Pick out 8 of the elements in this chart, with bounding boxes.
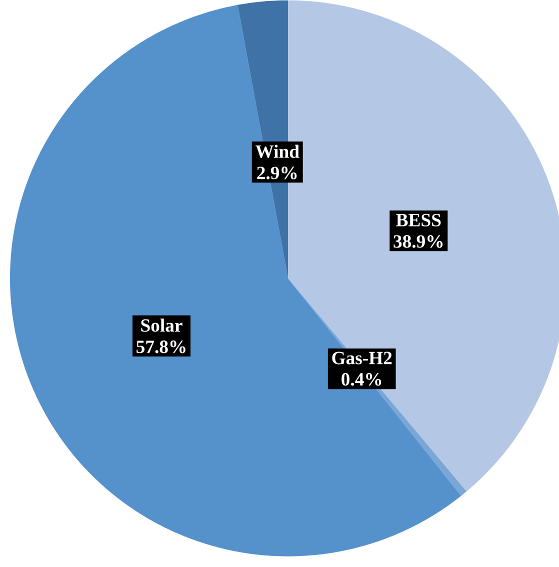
slice-label: Gas-H2 xyxy=(332,352,392,364)
data-label: 0.4% xyxy=(342,373,382,386)
slice-label: Wind xyxy=(256,144,300,158)
data-label: 57.8% xyxy=(136,340,186,354)
data-label: 38.9% xyxy=(394,235,443,248)
slice-label: Solar xyxy=(141,318,182,332)
slice-label: BESS xyxy=(396,214,441,226)
data-label: 2.9% xyxy=(257,166,297,180)
